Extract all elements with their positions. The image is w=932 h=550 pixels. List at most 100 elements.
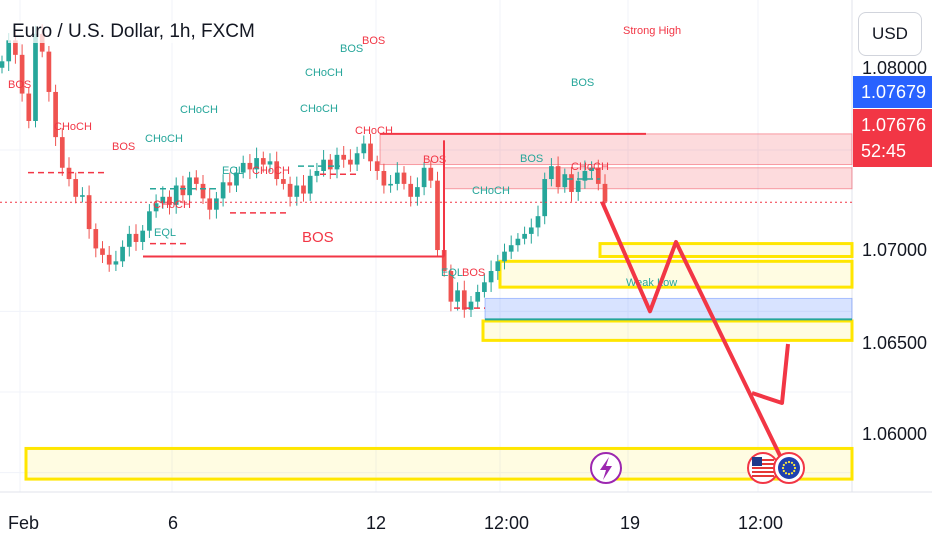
candle-body: [140, 230, 146, 242]
candle-body: [394, 172, 400, 184]
eu-flag-star: [793, 469, 796, 473]
zone-demand: [498, 259, 854, 289]
structure-label: BOS: [571, 77, 594, 89]
eu-flag-star: [787, 472, 791, 476]
candle-body: [160, 196, 166, 204]
candle-body: [348, 159, 353, 165]
candle-body: [234, 172, 239, 186]
time-tick-label: 19: [620, 513, 641, 533]
eu-flag-star: [793, 466, 797, 470]
last-price-value: 1.07676: [861, 115, 927, 135]
candle-body: [53, 91, 58, 138]
candle-body: [287, 183, 293, 197]
structure-label: CHoCH: [145, 133, 183, 145]
candle-body: [368, 143, 373, 162]
candle-body: [327, 159, 333, 170]
price-tick-label: 1.07000: [862, 240, 928, 260]
price-tick-label: 1.06500: [862, 333, 928, 353]
eu-flag-star: [784, 472, 788, 475]
candle-body: [153, 203, 159, 212]
candle-body: [307, 175, 313, 194]
structure-label: BOS: [8, 79, 31, 91]
price-tick-label: 1.06000: [862, 424, 928, 444]
candle-body: [421, 167, 427, 188]
structure-label: BOS: [112, 141, 135, 153]
structure-label: Strong High: [623, 25, 681, 37]
zone-target: [24, 446, 854, 481]
chart-title: Euro / U.S. Dollar, 1h, FXCM: [8, 21, 259, 43]
structure-label: CHoCH: [153, 199, 191, 211]
eu-flag-star: [793, 463, 796, 467]
candle-body: [59, 137, 65, 168]
bar-countdown: 52:45: [861, 141, 907, 161]
eu-flag-star: [787, 460, 791, 464]
time-tick-label: 12:00: [738, 513, 784, 533]
projection-arrow: [600, 200, 784, 461]
candle-body: [147, 211, 152, 231]
candle-body: [381, 170, 387, 186]
candle-body: [26, 93, 32, 121]
us-flag-stripe: [752, 467, 774, 469]
us-flag-stripe: [752, 471, 774, 473]
last-price-tag: 1.07676 52:45: [853, 109, 932, 167]
structure-label: BOS: [520, 153, 543, 165]
candle-body: [267, 161, 273, 165]
time-tick-label: 6: [168, 513, 179, 533]
candle-body: [321, 159, 326, 171]
us-flag-stripe: [752, 459, 774, 461]
candle-body: [495, 261, 501, 272]
time-tick-label: Feb: [8, 513, 40, 533]
candle-body: [193, 177, 199, 184]
structure-label: BOS: [362, 35, 385, 47]
candle-body: [602, 183, 608, 202]
candle-body: [441, 250, 447, 272]
eu-flag-star: [782, 469, 785, 473]
candle-body: [120, 246, 125, 262]
eu-flag-field: [778, 457, 800, 479]
structure-label: CHoCH: [472, 185, 510, 197]
candle-body: [435, 180, 440, 251]
candle-body: [522, 233, 527, 239]
candle-body: [247, 162, 253, 170]
ask-price-tag: 1.07679: [853, 76, 932, 108]
candle-body: [595, 167, 601, 184]
candle-body: [133, 233, 139, 242]
structure-label: BOS: [423, 154, 446, 166]
candle-body: [173, 185, 179, 205]
candle-body: [6, 40, 12, 62]
candle-body: [113, 261, 119, 265]
candle-body: [187, 177, 192, 196]
candle-body: [167, 196, 172, 205]
candle-body: [461, 290, 467, 310]
structure-label: BOS: [340, 43, 363, 55]
candle-body: [214, 198, 219, 210]
candle-body: [46, 51, 52, 92]
candle-body: [220, 182, 226, 199]
candle-body: [200, 183, 206, 199]
candle-body: [207, 198, 213, 210]
eu-flag-star: [790, 472, 794, 475]
candle-body: [100, 248, 105, 255]
time-tick-label: 12: [366, 513, 387, 533]
projection-arrowhead: [751, 343, 790, 405]
candle-body: [515, 238, 521, 246]
eu-flag-star: [782, 463, 785, 467]
currency-button[interactable]: USD: [858, 12, 922, 56]
candle-body: [455, 290, 460, 302]
candle-body: [508, 245, 514, 252]
candle-body: [106, 254, 112, 265]
candle-body: [281, 179, 286, 184]
zone-demand: [481, 319, 854, 342]
us-flag-stripe: [752, 475, 774, 477]
eu-flag-star: [784, 461, 788, 464]
candle-body: [401, 172, 407, 184]
structure-label: EQL: [441, 267, 463, 279]
candle-body: [301, 185, 306, 194]
candle-body: [93, 229, 99, 249]
candle-body: [415, 187, 420, 197]
candle-body: [549, 166, 554, 180]
candle-body: [528, 227, 534, 234]
lightning-bolt-icon: [600, 457, 612, 480]
candle-body: [428, 167, 434, 181]
